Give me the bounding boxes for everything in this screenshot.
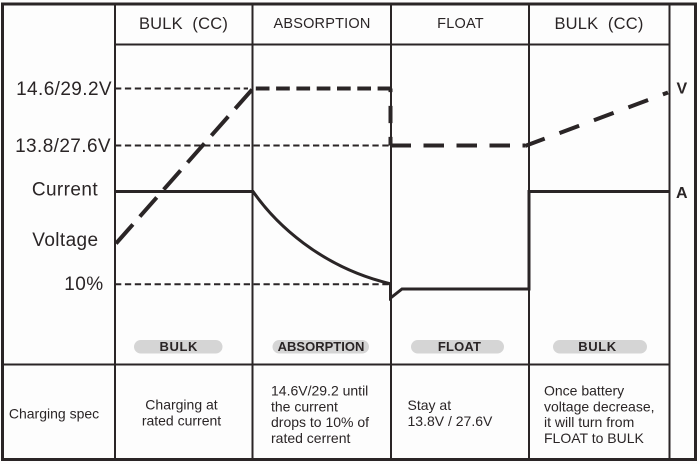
svg-text:BULK: BULK: [578, 339, 617, 354]
svg-text:Charging at: Charging at: [145, 397, 217, 413]
svg-text:FLOAT to BULK: FLOAT to BULK: [544, 430, 645, 446]
svg-text:14.6V/29.2 until: 14.6V/29.2 until: [271, 383, 368, 399]
svg-text:BULK (CC): BULK (CC): [139, 15, 228, 33]
svg-text:BULK: BULK: [160, 339, 199, 354]
svg-text:voltage decrease,: voltage decrease,: [544, 398, 655, 414]
svg-text:V: V: [676, 81, 687, 98]
svg-text:BULK (CC): BULK (CC): [554, 15, 643, 33]
svg-text:Charging spec: Charging spec: [9, 406, 99, 422]
svg-text:Voltage: Voltage: [32, 230, 98, 251]
svg-text:10%: 10%: [64, 274, 103, 295]
svg-text:FLOAT: FLOAT: [437, 16, 484, 32]
svg-text:ABSORPTION: ABSORPTION: [273, 16, 370, 32]
svg-text:A: A: [676, 185, 688, 202]
svg-text:13.8/27.6V: 13.8/27.6V: [15, 136, 111, 157]
svg-text:14.6/29.2V: 14.6/29.2V: [16, 79, 112, 100]
svg-text:rated current: rated current: [142, 413, 221, 429]
svg-text:13.8V / 27.6V: 13.8V / 27.6V: [408, 413, 494, 429]
svg-text:FLOAT: FLOAT: [438, 339, 481, 354]
svg-text:it will turn from: it will turn from: [544, 414, 634, 430]
svg-text:Once battery: Once battery: [544, 383, 624, 399]
svg-text:Current: Current: [32, 180, 98, 201]
svg-text:rated cerrent: rated cerrent: [271, 430, 350, 446]
svg-text:drops to 10% of: drops to 10% of: [271, 414, 369, 430]
svg-text:ABSORPTION: ABSORPTION: [278, 339, 365, 354]
svg-text:Stay at: Stay at: [408, 397, 452, 413]
svg-text:the current: the current: [271, 398, 338, 414]
